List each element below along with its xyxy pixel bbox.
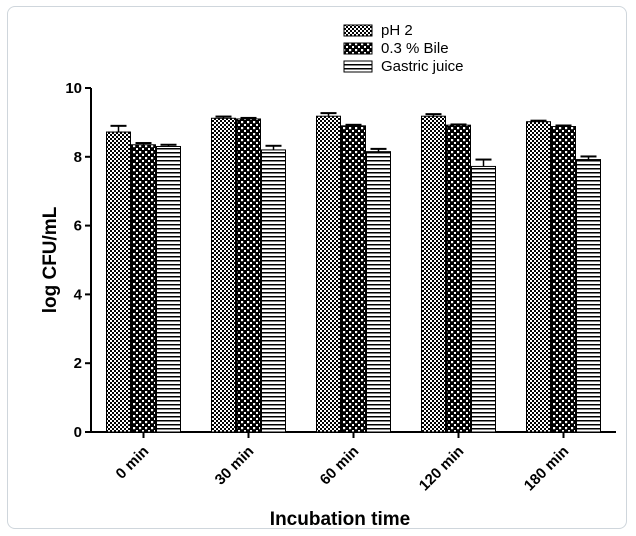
y-tick-label: 4 (74, 286, 83, 303)
bar-stripes (261, 149, 286, 433)
bar-checker (106, 131, 131, 433)
legend-label: Gastric juice (381, 58, 464, 75)
bar-stripes (366, 151, 391, 433)
legend-label: 0.3 % Bile (381, 40, 449, 57)
y-tick-label: 6 (74, 218, 82, 235)
bar-checker (526, 121, 551, 433)
bar-dots (551, 126, 576, 433)
y-tick-label: 10 (65, 80, 82, 97)
bar-dots (341, 125, 366, 433)
legend-label: pH 2 (381, 22, 413, 39)
legend-swatch-stripes (343, 60, 373, 73)
bar-dots (131, 144, 156, 433)
y-tick-label: 8 (74, 149, 82, 166)
y-tick-label: 2 (74, 355, 82, 372)
x-tick-label: 180 min (521, 443, 573, 495)
bar-stripes (471, 165, 496, 433)
legend-swatch-checker (343, 24, 373, 37)
bar-checker (316, 115, 341, 433)
bar-checker (421, 115, 446, 433)
figure-frame (7, 6, 627, 529)
x-tick-label: 60 min (317, 443, 363, 489)
bar-stripes (156, 145, 181, 433)
x-tick-label: 30 min (212, 443, 258, 489)
legend-swatch-dots (343, 42, 373, 55)
x-tick-label: 120 min (416, 443, 468, 495)
y-tick-label: 0 (74, 424, 82, 441)
bar-dots (446, 124, 471, 433)
y-axis-title: log CFU/mL (40, 206, 61, 313)
bar-checker (211, 117, 236, 433)
bar-stripes (576, 159, 601, 433)
x-tick-label: 0 min (113, 443, 153, 483)
plot-area: 0 2 4 6 8 10 0 min 30 min 60 min 120 min 180 min (65, 80, 616, 494)
x-axis-title: Incubation time (270, 509, 410, 530)
bar-dots (236, 118, 261, 433)
